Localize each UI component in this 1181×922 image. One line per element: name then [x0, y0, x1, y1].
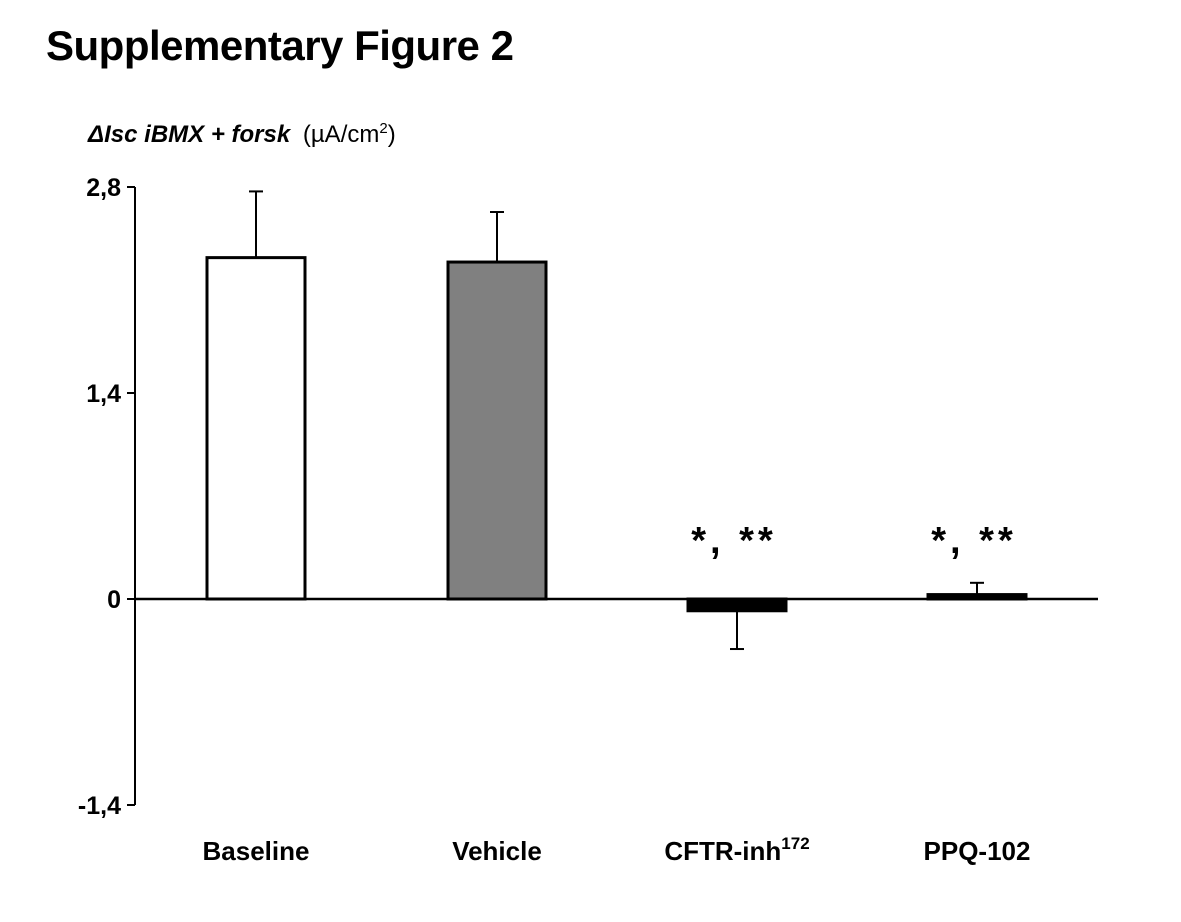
category-label-2: CFTR-inh172 [664, 834, 809, 866]
category-label-3: PPQ-102 [924, 836, 1031, 866]
svg-text:ΔIsc iBMX + forsk (µA/cm: ΔIsc iBMX + forsk (µA/cm2) [87, 120, 396, 148]
significance-annotation-3: *, ** [931, 520, 1016, 562]
y-axis-label-units: (µA/cm [303, 121, 380, 148]
y-tick-label-2: 0 [107, 586, 121, 614]
category-label-0: Baseline [203, 836, 310, 866]
bar-2 [686, 597, 788, 613]
category-label-1: Vehicle [452, 836, 542, 866]
category-label-text-0: Baseline [203, 836, 310, 866]
figure-title: Supplementary Figure 2 [46, 22, 514, 69]
bar-1 [446, 260, 548, 601]
axes-layer [127, 186, 1098, 806]
y-axis-label-units-sup: 2 [379, 120, 387, 137]
y-axis-label: ΔIsc iBMX + forsk (µA/cm2) [87, 120, 396, 148]
y-axis-label-units-close: ) [388, 121, 396, 148]
labels-layer: Baseline Vehicle *, ** CFTR-inh172 *, ** PPQ-… [78, 174, 1031, 866]
y-axis-label-italic: ΔIsc iBMX + forsk [87, 121, 292, 148]
category-label-text-3: PPQ-102 [924, 836, 1031, 866]
category-label-text-2: CFTR-inh [664, 836, 781, 866]
bar-0 [205, 256, 307, 601]
significance-annotation-2: *, ** [691, 520, 776, 562]
y-tick-label-0: 2,8 [86, 174, 121, 202]
y-tick-label-3: -1,4 [78, 792, 121, 820]
bars-layer [205, 190, 1028, 651]
y-tick-label-1: 1,4 [86, 380, 121, 408]
category-label-sup-2: 172 [781, 834, 809, 853]
category-label-text-1: Vehicle [452, 836, 542, 866]
